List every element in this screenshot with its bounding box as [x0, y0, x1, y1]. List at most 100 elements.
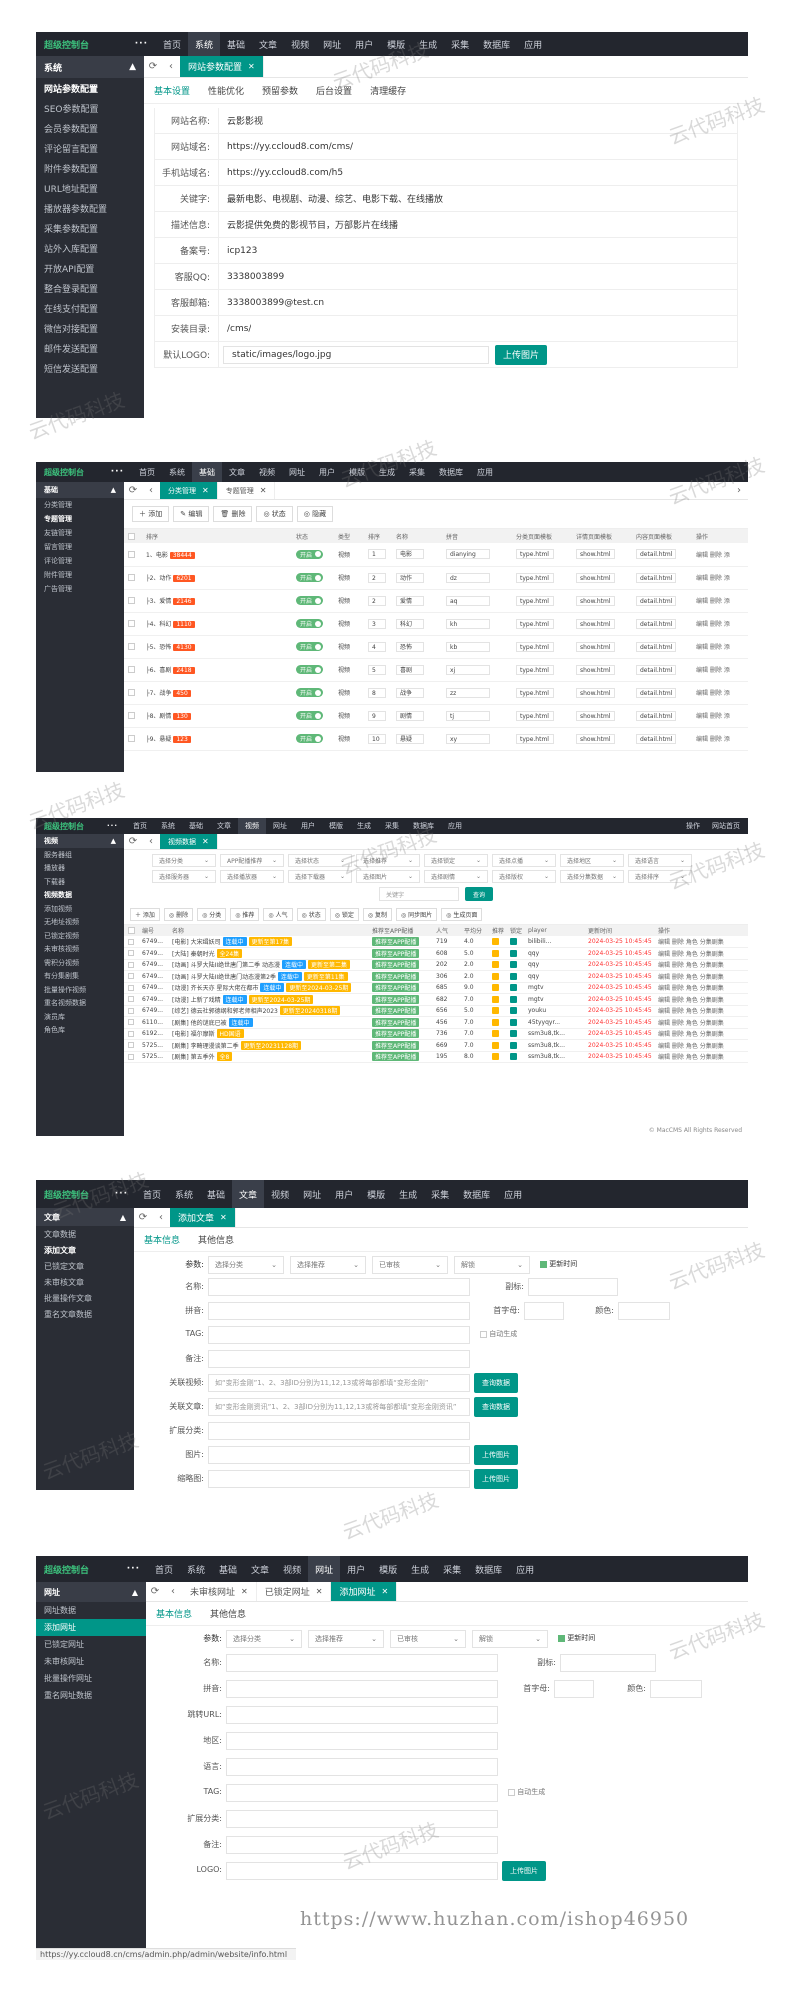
- pinyin-input[interactable]: aq: [446, 595, 490, 606]
- lock-flag[interactable]: [510, 1030, 517, 1038]
- sidebar-item[interactable]: 未审核网址: [44, 1657, 84, 1666]
- upload-image-button[interactable]: 上传图片: [502, 1861, 546, 1881]
- op-link[interactable]: 编辑: [658, 962, 672, 970]
- op-link[interactable]: 添: [723, 667, 730, 674]
- sidebar-section-head[interactable]: 系统 ▲: [36, 56, 144, 78]
- row-checkbox[interactable]: [128, 938, 134, 945]
- close-icon[interactable]: ✕: [202, 837, 209, 846]
- upload-image-button[interactable]: 上传图片: [474, 1469, 518, 1489]
- op-link[interactable]: 角色: [685, 950, 700, 958]
- type-template-input[interactable]: type.html: [516, 618, 554, 629]
- toolbar-button[interactable]: ◎ 同步图片: [396, 908, 438, 921]
- search-input[interactable]: 关键字: [378, 887, 459, 901]
- sidebar-item[interactable]: 友链管理: [44, 529, 72, 537]
- op-link[interactable]: 删除: [709, 598, 724, 605]
- video-title[interactable]: [剧集] 他的谜底已被: [172, 1019, 229, 1027]
- sidebar-section-head[interactable]: 基础 ▲: [36, 482, 124, 498]
- row-checkbox[interactable]: [128, 666, 135, 673]
- filter-select[interactable]: 选择图片 ⌄: [356, 870, 420, 883]
- tag-input[interactable]: [208, 1326, 470, 1344]
- nav-item[interactable]: 系统: [188, 32, 221, 56]
- subtab[interactable]: 其他信息: [210, 1610, 247, 1620]
- lock-flag[interactable]: [510, 938, 517, 945]
- nav-item[interactable]: 模版: [367, 1190, 386, 1201]
- related-article-input[interactable]: 如“变形金刚资讯”1、2、3部ID分别为11,12,13或将每部都填“变形金刚资…: [208, 1398, 470, 1416]
- menu-toggle-icon[interactable]: ···: [114, 1189, 128, 1199]
- sidebar-item[interactable]: 添加文章: [44, 1245, 76, 1255]
- row-checkbox[interactable]: [128, 620, 135, 627]
- video-title[interactable]: [大陆] 秦朝时光: [172, 950, 217, 958]
- type-template-input[interactable]: type.html: [516, 572, 554, 583]
- status-toggle[interactable]: 开启: [296, 665, 324, 674]
- form-value[interactable]: 3338003899: [227, 271, 285, 282]
- sidebar-item[interactable]: 服务器组: [44, 850, 72, 859]
- sidebar-item[interactable]: 角色库: [44, 1026, 65, 1035]
- nav-item[interactable]: 模版: [329, 822, 343, 830]
- nav-item[interactable]: 网址: [323, 40, 342, 51]
- video-title[interactable]: [综艺] 德云社郭德纲和郭老师相声2023: [172, 1008, 280, 1016]
- toolbar-button[interactable]: ＋ 添加: [132, 506, 170, 522]
- row-checkbox[interactable]: [128, 984, 134, 991]
- tab-add-article[interactable]: 添加文章 ✕: [170, 1208, 236, 1227]
- page-tab[interactable]: 未审核网址 ✕: [182, 1582, 257, 1601]
- op-link[interactable]: 编辑: [658, 973, 672, 981]
- recommend-flag[interactable]: [492, 1030, 499, 1038]
- form-value[interactable]: https://yy.ccloud8.com/h5: [227, 167, 344, 178]
- op-link[interactable]: 编辑: [696, 690, 710, 697]
- lock-flag[interactable]: [510, 984, 517, 992]
- sidebar-item[interactable]: 采集参数配置: [44, 224, 99, 235]
- nav-item[interactable]: 应用: [516, 1565, 535, 1576]
- nav-item[interactable]: 首页: [139, 467, 155, 477]
- related-video-input[interactable]: 如“变形金刚”1、2、3部ID分别为11,12,13或将每部都填“变形金刚”: [208, 1374, 470, 1392]
- chevron-left-icon[interactable]: ‹: [149, 485, 153, 496]
- op-link[interactable]: 删除: [709, 713, 724, 720]
- toolbar-button[interactable]: ◎ 锁定: [329, 908, 359, 921]
- sidebar-item[interactable]: 专题管理: [44, 515, 72, 523]
- nav-item[interactable]: 应用: [524, 40, 543, 51]
- op-link[interactable]: 添: [723, 621, 730, 628]
- sidebar-item[interactable]: 广告管理: [44, 585, 72, 593]
- op-link[interactable]: 编辑: [696, 598, 710, 605]
- sidebar-item[interactable]: 分类管理: [44, 501, 72, 509]
- sidebar-item[interactable]: 网站参数配置: [44, 84, 99, 95]
- sidebar-item[interactable]: 未审核文章: [44, 1277, 84, 1287]
- nav-item[interactable]: 首页: [133, 822, 147, 830]
- sidebar-item[interactable]: 短信发送配置: [44, 364, 99, 375]
- row-checkbox[interactable]: [128, 735, 135, 742]
- query-data-button[interactable]: 查询数据: [474, 1373, 518, 1393]
- upload-image-button[interactable]: 上传图片: [474, 1445, 518, 1465]
- nav-item[interactable]: 系统: [187, 1565, 206, 1576]
- row-checkbox[interactable]: [128, 950, 134, 957]
- show-template-input[interactable]: show.html: [576, 733, 615, 744]
- refresh-icon[interactable]: ⟳: [138, 1212, 148, 1223]
- op-link[interactable]: 编辑: [658, 939, 672, 946]
- toolbar-button[interactable]: ✎ 编辑: [173, 506, 210, 522]
- recommend-flag[interactable]: [492, 1053, 499, 1061]
- subtab[interactable]: 基本信息: [156, 1610, 193, 1620]
- close-icon[interactable]: ✕: [202, 486, 209, 495]
- op-link[interactable]: 删除: [671, 950, 686, 958]
- nav-item[interactable]: 基础: [192, 462, 222, 482]
- op-link[interactable]: 角色: [685, 996, 700, 1004]
- op-link[interactable]: 删除: [671, 1019, 686, 1027]
- sidebar-item[interactable]: 微信对接配置: [44, 324, 99, 335]
- order-input[interactable]: 4: [368, 641, 386, 652]
- menu-toggle-icon[interactable]: ···: [134, 39, 148, 49]
- nav-item[interactable]: 生成: [411, 1565, 430, 1576]
- filter-select[interactable]: 选择版权 ⌄: [492, 870, 556, 883]
- nav-item[interactable]: 文章: [251, 1565, 270, 1576]
- filter-select[interactable]: 选择语言 ⌄: [628, 854, 692, 867]
- sidebar-item[interactable]: 重名文章数据: [44, 1309, 92, 1319]
- app-recommend-badge[interactable]: 推荐至APP配播: [372, 983, 420, 993]
- sidebar-item[interactable]: 开放API配置: [44, 264, 95, 275]
- chevron-left-icon[interactable]: ‹: [149, 836, 153, 847]
- op-link[interactable]: 编辑: [696, 713, 710, 720]
- param-select[interactable]: 选择推荐 ⌄: [290, 1256, 366, 1274]
- op-link[interactable]: 编辑: [696, 667, 710, 674]
- row-checkbox[interactable]: [128, 1030, 134, 1037]
- op-link[interactable]: 编辑: [658, 1031, 672, 1039]
- nav-item[interactable]: 数据库: [463, 1190, 491, 1201]
- nav-item[interactable]: 采集: [443, 1565, 462, 1576]
- op-link[interactable]: 分集剧集: [699, 939, 724, 946]
- op-link[interactable]: 编辑: [696, 551, 710, 559]
